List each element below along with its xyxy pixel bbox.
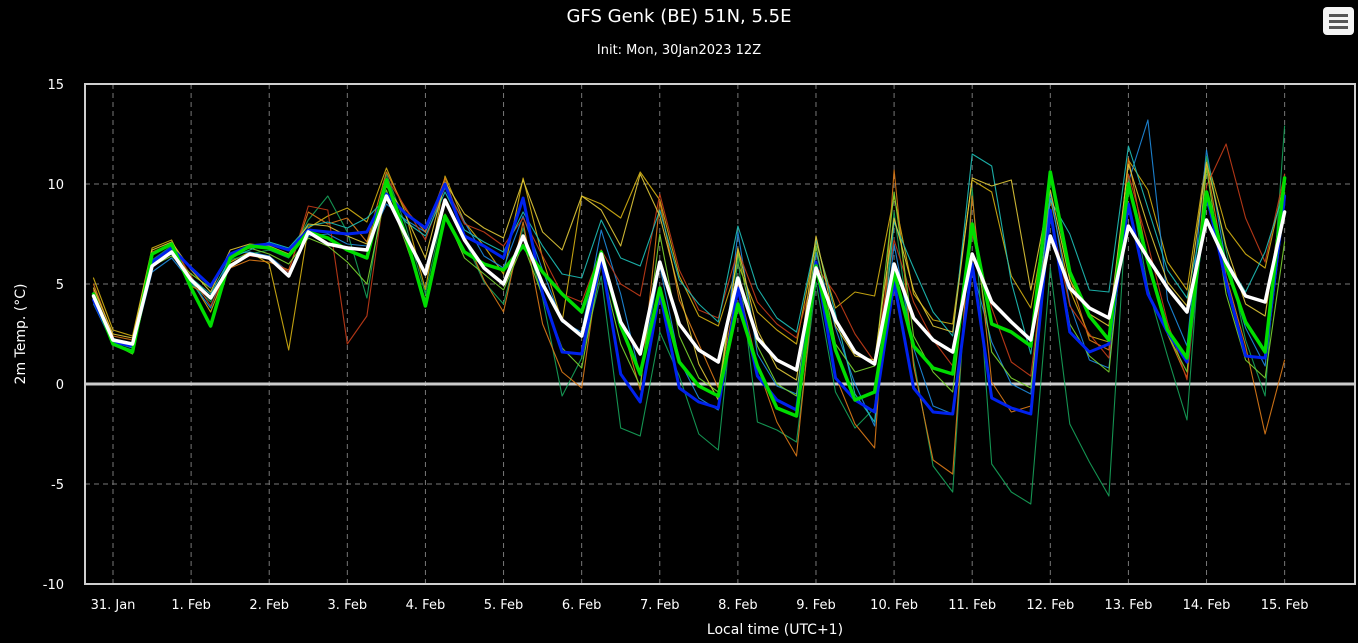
operational-run-line xyxy=(92,182,1287,416)
x-tick-label: 2. Feb xyxy=(249,598,289,613)
x-tick-label: 10. Feb xyxy=(870,598,918,613)
y-tick-label: 5 xyxy=(56,278,64,293)
hamburger-menu-icon[interactable] xyxy=(1323,7,1354,35)
y-tick-label: 15 xyxy=(47,78,64,93)
ensemble-member-line xyxy=(92,145,1286,423)
chart-subtitle: Init: Mon, 30Jan2023 12Z xyxy=(596,43,762,58)
y-tick-label: 10 xyxy=(47,178,64,193)
ensemble-member-line xyxy=(92,119,1286,427)
x-tick-label: 15. Feb xyxy=(1261,598,1309,613)
x-tick-label: 6. Feb xyxy=(562,598,602,613)
ensemble-member-line xyxy=(92,167,1286,397)
x-tick-label: 14. Feb xyxy=(1183,598,1231,613)
control-run-line xyxy=(91,170,1287,418)
x-tick-label: 3. Feb xyxy=(328,598,368,613)
x-tick-label: 31. Jan xyxy=(91,598,136,613)
grid xyxy=(85,84,1355,584)
x-tick-label: 5. Feb xyxy=(484,598,524,613)
y-axis-title: 2m Temp. (°C) xyxy=(13,284,29,385)
series-group xyxy=(91,119,1287,505)
plot-frame xyxy=(84,83,1356,585)
x-tick-label: 12. Feb xyxy=(1026,598,1074,613)
chart-title: GFS Genk (BE) 51N, 5.5E xyxy=(566,6,792,27)
ensemble-member-line xyxy=(92,143,1286,381)
x-tick-label: 11. Feb xyxy=(948,598,996,613)
x-tick-label: 13. Feb xyxy=(1105,598,1153,613)
x-tick-label: 7. Feb xyxy=(640,598,680,613)
y-tick-label: -5 xyxy=(51,478,64,493)
x-tick-label: 9. Feb xyxy=(796,598,836,613)
axis-labels: 31. Jan 1. Feb 2. Feb 3. Feb 4. Feb 5. Feb 6. … xyxy=(43,78,1309,613)
x-axis-title: Local time (UTC+1) xyxy=(707,622,843,638)
x-tick-label: 1. Feb xyxy=(171,598,211,613)
ensemble-member-line xyxy=(92,161,1286,401)
x-tick-label: 8. Feb xyxy=(718,598,758,613)
y-tick-label: -10 xyxy=(43,578,64,593)
ensemble-mean-line xyxy=(91,194,1287,372)
x-tick-label: 4. Feb xyxy=(406,598,446,613)
y-tick-label: 0 xyxy=(56,378,64,393)
